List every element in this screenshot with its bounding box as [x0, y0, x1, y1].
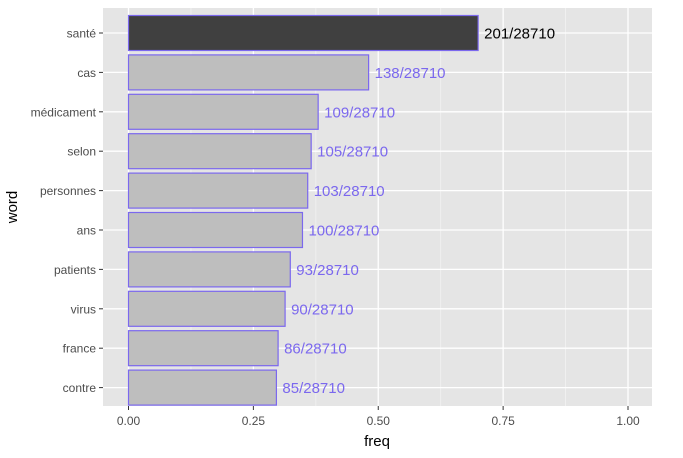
bar-value-label: 85/28710 — [282, 380, 345, 397]
bar-value-label: 105/28710 — [317, 144, 388, 161]
bar-value-label: 103/28710 — [314, 183, 385, 200]
bar-value-label: 201/28710 — [484, 26, 555, 43]
bars — [127, 14, 479, 406]
x-tick-label: 1.00 — [616, 414, 640, 428]
x-tick-label: 0.50 — [367, 414, 391, 428]
bar-contre — [127, 369, 278, 406]
x-axis: 0.00 0.25 0.50 0.75 1.00 — [117, 406, 640, 428]
bar-cas — [127, 54, 370, 91]
x-tick-label: 0.00 — [117, 414, 141, 428]
bar-labels: 201/28710 138/28710 109/28710 105/28710 103/… — [282, 26, 555, 398]
y-tick-label: selon — [67, 145, 96, 159]
bar-ans — [127, 211, 304, 249]
bar-france — [127, 330, 279, 367]
bar-santé — [127, 14, 479, 52]
bar-value-label: 93/28710 — [296, 262, 359, 279]
bar-virus — [127, 290, 286, 327]
x-axis-title: freq — [364, 433, 390, 450]
y-tick-label: ans — [77, 224, 96, 238]
bar-value-label: 109/28710 — [324, 104, 395, 121]
bar-médicament — [127, 93, 319, 130]
y-tick-label: santé — [67, 27, 97, 41]
bar-patients — [127, 251, 291, 288]
bar-value-label: 90/28710 — [291, 301, 354, 318]
x-tick-label: 0.25 — [242, 414, 266, 428]
y-tick-label: médicament — [31, 105, 97, 119]
bar-personnes — [127, 172, 309, 209]
bar-value-label: 138/28710 — [375, 65, 446, 82]
y-axis-title: word — [4, 191, 21, 225]
y-tick-label: personnes — [40, 184, 96, 198]
x-tick-label: 0.75 — [491, 414, 515, 428]
bar-value-label: 86/28710 — [284, 341, 347, 358]
y-tick-label: virus — [71, 302, 96, 316]
y-tick-label: france — [63, 342, 97, 356]
y-tick-label: cas — [77, 66, 96, 80]
y-tick-label: patients — [54, 263, 96, 277]
y-tick-label: contre — [63, 381, 97, 395]
bar-selon — [127, 133, 312, 170]
bar-value-label: 100/28710 — [308, 223, 379, 240]
y-axis: santé cas médicament selon personnes ans patie… — [31, 27, 103, 395]
